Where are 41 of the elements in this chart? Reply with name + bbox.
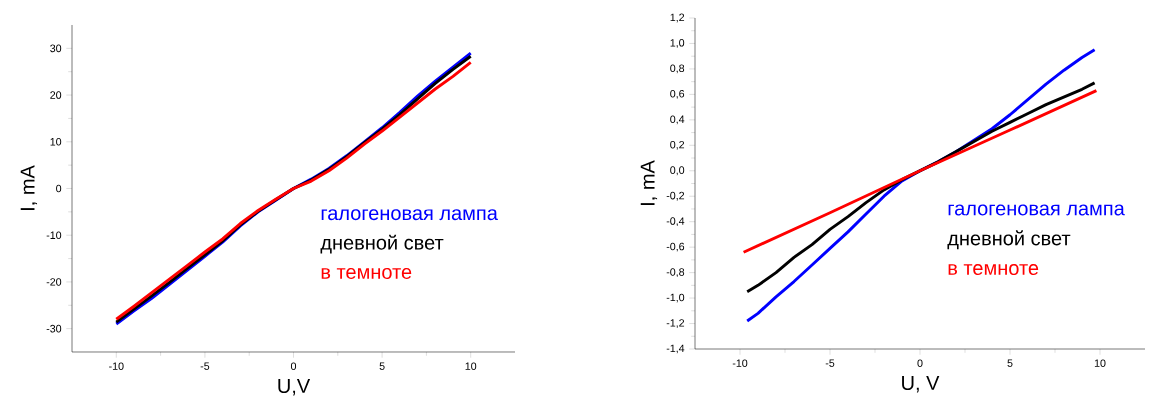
text: галогеновая лампа — [948, 204, 1125, 216]
x-tick-label: 0 — [917, 359, 923, 367]
y-tick-label: 0,6 — [670, 89, 685, 99]
y-tick-label: -0,6 — [666, 242, 685, 252]
x-tick-label: 0 — [290, 362, 297, 370]
y-tick-label: -1,0 — [666, 293, 685, 303]
x-tick-label: 5 — [379, 362, 385, 370]
y-tick-label: -0,8 — [666, 268, 685, 278]
y-tick-label: 1,2 — [670, 13, 685, 23]
y-tick-label: -30 — [46, 324, 62, 333]
y-tick-label: 10 — [50, 138, 62, 146]
x-tick-label: 5 — [1007, 359, 1013, 367]
y-tick-label: 30 — [50, 44, 62, 53]
x-tick-label: -5 — [825, 359, 835, 367]
y-tick-label: -20 — [46, 278, 62, 286]
y-tick-label: 0,4 — [670, 115, 685, 125]
y-axis-title: I, mA — [20, 165, 38, 210]
y-tick-label: 1,0 — [670, 39, 685, 48]
y-tick-label: -10 — [46, 231, 62, 239]
y-tick-label: 0,0 — [670, 166, 685, 176]
x-axis-title: U, V — [902, 376, 940, 393]
x-axis-title: U,V — [278, 379, 311, 396]
y-tick-label: 0,8 — [670, 64, 685, 74]
y-tick-label: -1,2 — [666, 319, 685, 328]
y-axis-title: I, mA — [640, 160, 658, 205]
y-tick-label: -1,4 — [666, 344, 685, 354]
y-tick-label: 0 — [56, 184, 62, 193]
x-tick-label: 10 — [465, 362, 477, 370]
y-tick-label: 0,2 — [670, 140, 685, 150]
text: дневной свет — [320, 234, 444, 254]
y-tick-label: 20 — [50, 91, 62, 99]
y-tick-label: -0,4 — [666, 217, 685, 227]
x-tick-label: -10 — [732, 359, 748, 367]
text: в темноте — [321, 268, 412, 279]
x-tick-label: -5 — [200, 362, 210, 370]
text: в темноте — [948, 264, 1039, 276]
y-tick-label: -0,2 — [666, 191, 685, 201]
series-label: галогеновая лампа — [321, 209, 498, 221]
x-tick-label: -10 — [109, 362, 124, 370]
text: дневной свет — [947, 230, 1071, 250]
x-tick-label: 10 — [1094, 359, 1106, 367]
